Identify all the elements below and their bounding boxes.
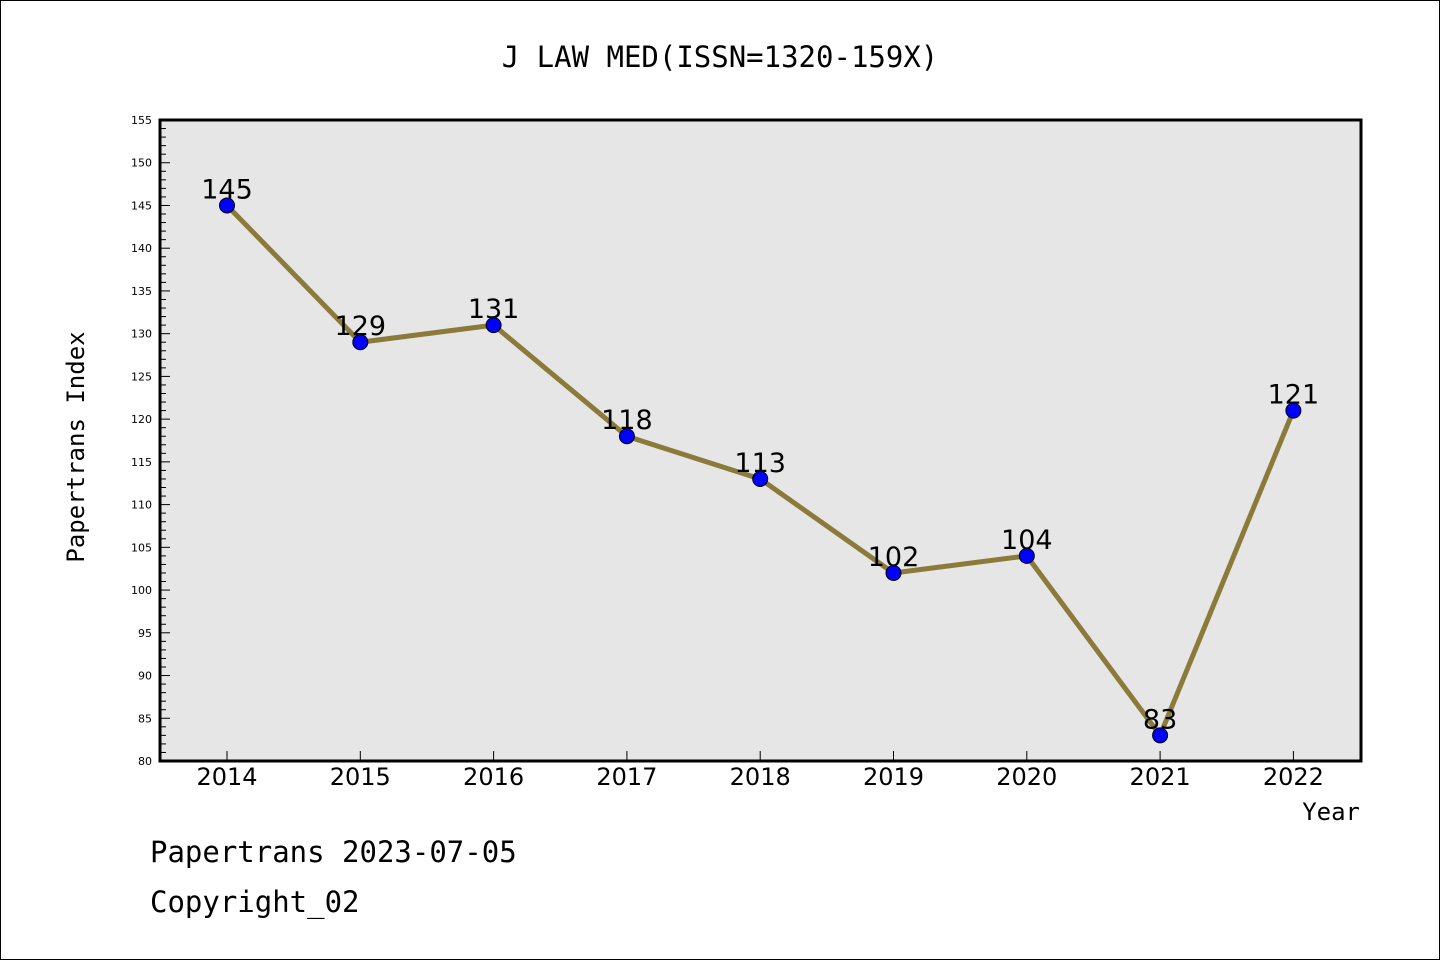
plot-area: [160, 120, 1361, 761]
x-axis-ticks: 2014 2015 2016 2017 2018 2019 2020 2021 2022: [196, 751, 1324, 791]
y-tick-label: 80: [138, 755, 152, 768]
x-tick-label: 2020: [996, 763, 1057, 791]
y-tick-label: 120: [131, 413, 152, 426]
data-point: [219, 197, 235, 214]
y-tick-label: 110: [131, 499, 152, 512]
y-tick-label: 145: [131, 199, 152, 212]
y-tick-label: 85: [138, 712, 152, 725]
data-label: 83: [1143, 704, 1177, 735]
data-label: 121: [1268, 380, 1320, 411]
data-point: [1285, 402, 1302, 419]
y-axis-ticks: 80 85 90 95 100 105 110 115 120 125 130 135 140 145 15…: [131, 114, 170, 768]
data-label: 131: [468, 294, 520, 325]
x-axis-label: Year: [1302, 798, 1360, 826]
y-tick-label: 150: [131, 157, 152, 170]
footer-source: Papertrans 2023-07-05: [150, 835, 517, 869]
x-tick-label: 2019: [863, 763, 924, 791]
y-axis-label: Papertrans Index: [62, 331, 90, 562]
x-tick-label: 2017: [596, 763, 657, 791]
data-point: [752, 470, 769, 487]
y-tick-label: 125: [131, 370, 152, 383]
data-label: 104: [1001, 525, 1053, 556]
data-label: 102: [868, 542, 920, 573]
data-point: [352, 334, 369, 351]
data-point: [885, 564, 902, 581]
x-tick-label: 2022: [1263, 763, 1324, 791]
plot-border: [158, 118, 1363, 763]
y-tick-label: 90: [138, 670, 152, 683]
data-label: 118: [601, 405, 653, 436]
x-tick-label: 2014: [196, 763, 257, 791]
data-point: [1018, 547, 1035, 564]
x-tick-label: 2021: [1130, 763, 1191, 791]
chart-title: J LAW MED(ISSN=1320-159X): [502, 40, 939, 74]
data-point: [618, 428, 635, 445]
y-tick-label: 100: [131, 584, 152, 597]
series-layer: 145 129 131 118 113 102 104 83 121: [201, 174, 1320, 744]
x-tick-label: 2016: [463, 763, 524, 791]
footer-copyright: Copyright_02: [150, 885, 360, 919]
y-tick-label: 115: [131, 456, 152, 469]
data-point: [485, 317, 502, 334]
y-tick-label: 155: [131, 114, 152, 127]
y-tick-label: 130: [131, 328, 152, 341]
y-tick-label: 95: [138, 627, 152, 640]
data-point: [1152, 727, 1169, 744]
y-tick-label: 140: [131, 242, 152, 255]
x-tick-label: 2018: [730, 763, 791, 791]
data-label: 129: [335, 311, 387, 342]
y-tick-label: 135: [131, 285, 152, 298]
x-tick-label: 2015: [330, 763, 391, 791]
y-tick-label: 105: [131, 541, 152, 554]
data-label: 145: [201, 174, 253, 205]
data-label: 113: [734, 448, 786, 479]
